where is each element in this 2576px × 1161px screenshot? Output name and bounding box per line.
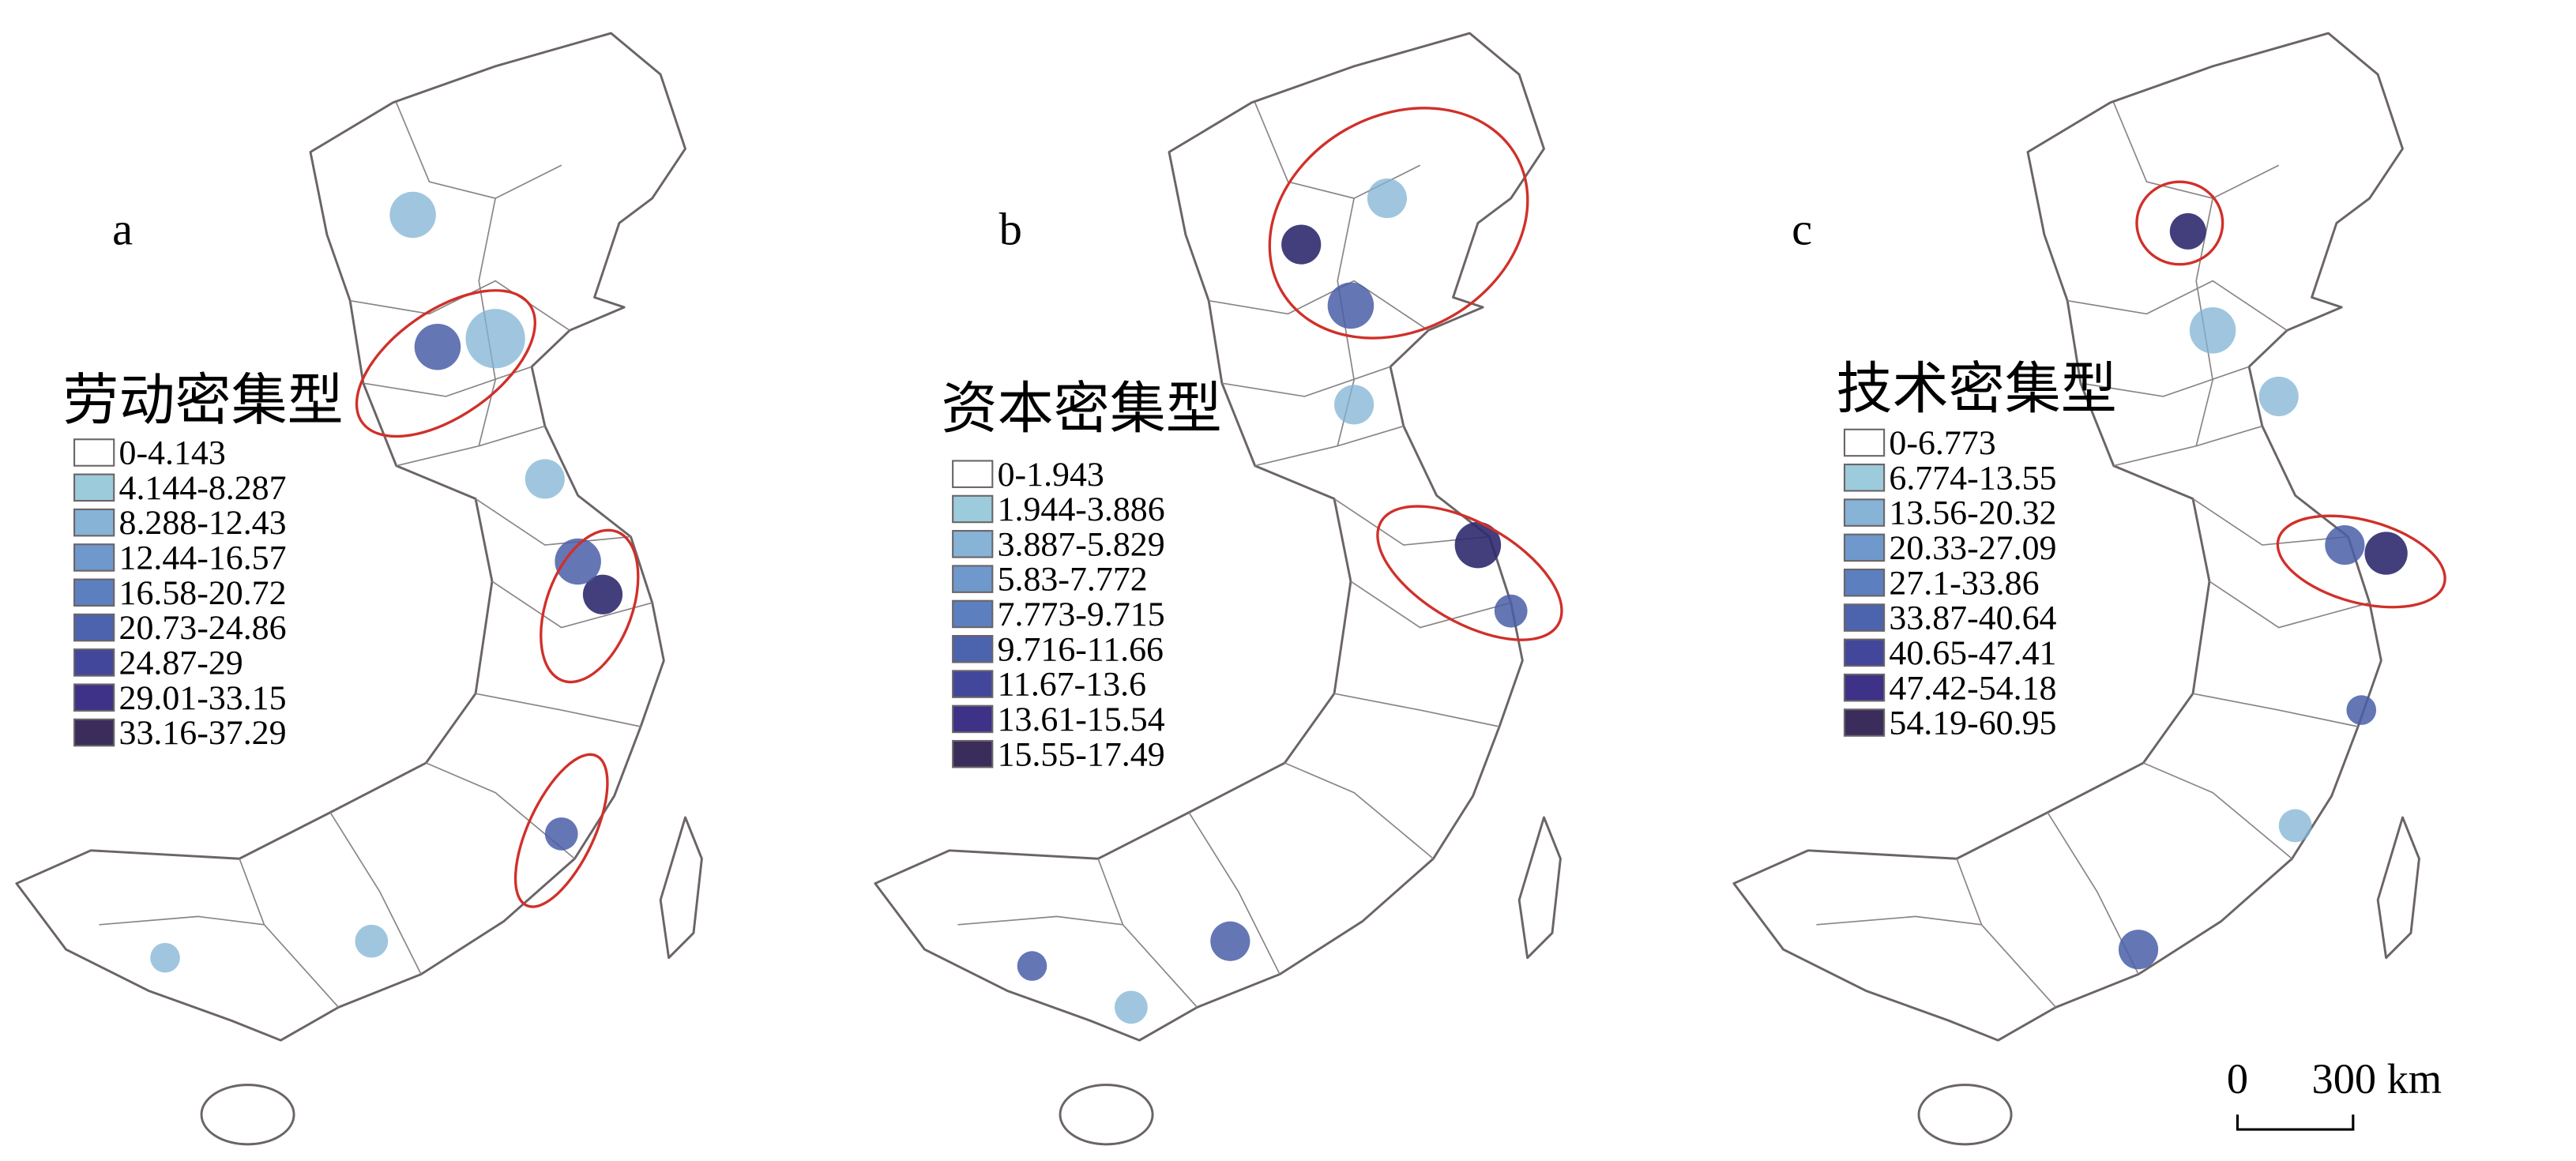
legend-label: 1.944-3.886 [998,490,1165,528]
legend-swatch [1843,673,1886,702]
legend-swatch [1843,428,1886,457]
legend-swatch [73,438,115,467]
legend-swatch [73,683,115,712]
panel-label: c [1792,204,1812,255]
legend-label: 0-1.943 [998,456,1104,494]
legend-label: 0-4.143 [119,434,226,472]
legend-label: 15.55-17.49 [998,735,1165,773]
legend-label: 16.58-20.72 [119,574,287,612]
legend-swatch [952,599,994,629]
legend-title: 技术密集型 [1837,359,2117,421]
panel-b-map [874,32,1563,1146]
legend-swatch [952,565,994,593]
legend-swatch [1843,533,1886,562]
legend-swatch [73,648,115,677]
legend-swatch [952,460,994,488]
legend-label: 40.65-47.41 [1889,634,2056,672]
legend-swatch [73,473,115,502]
legend-swatch [73,508,115,537]
panel-label: a [112,204,133,255]
legend-label: 0-6.773 [1889,424,1995,462]
scale-zero: 0 [2227,1055,2248,1103]
legend-swatch [952,530,994,558]
legend-label: 33.16-37.29 [119,714,287,752]
legend-label: 6.774-13.55 [1889,459,2056,497]
legend-label: 11.67-13.6 [998,666,1146,704]
legend-title: 劳动密集型 [62,370,343,432]
legend-swatch [73,613,115,642]
legend-swatch [1843,464,1886,492]
scale-line [2236,1114,2355,1131]
legend-label: 54.19-60.95 [1889,704,2056,742]
legend-label: 4.144-8.287 [119,469,287,507]
legend-label: 3.887-5.829 [998,525,1165,563]
legend-swatch [952,704,994,734]
legend-swatch [1843,638,1886,667]
panel-c-map [1732,32,2446,1146]
legend-swatch [73,578,115,607]
legend-label: 5.83-7.772 [998,561,1148,599]
scale-bar: 0 300 km [2227,1055,2442,1131]
panel-label: b [999,204,1022,255]
legends: a 劳动密集型0-4.1434.144-8.2878.288-12.4312.44… [62,204,2116,774]
legend-swatch [73,718,115,747]
legend-title: 资本密集型 [942,379,1222,441]
panel-a-map [15,32,703,1146]
legend-label: 27.1-33.86 [1889,564,2039,602]
legend-swatch [952,739,994,768]
legend-swatch [1843,568,1886,597]
legend-swatch [952,494,994,524]
scale-distance: 300 km [2312,1055,2442,1103]
legend-swatch [952,634,994,663]
legend-label: 20.33-27.09 [1889,529,2056,567]
legend-label: 20.73-24.86 [119,609,287,647]
legend-label: 7.773-9.715 [998,596,1165,633]
legend-label: 13.61-15.54 [998,701,1165,738]
legend-label: 13.56-20.32 [1889,494,2056,532]
legend-swatch [952,670,994,698]
legend-label: 33.87-40.64 [1889,599,2056,637]
legend-label: 29.01-33.15 [119,679,287,717]
legend-swatch [1843,603,1886,632]
legend-label: 47.42-54.18 [1889,669,2056,707]
legend-label: 8.288-12.43 [119,504,287,542]
legend-swatch [1843,708,1886,737]
legend-swatch [73,543,115,572]
legend-label: 9.716-11.66 [998,630,1164,668]
legend-swatch [1843,498,1886,527]
legend-label: 24.87-29 [119,644,243,682]
legend-label: 12.44-16.57 [119,539,287,577]
